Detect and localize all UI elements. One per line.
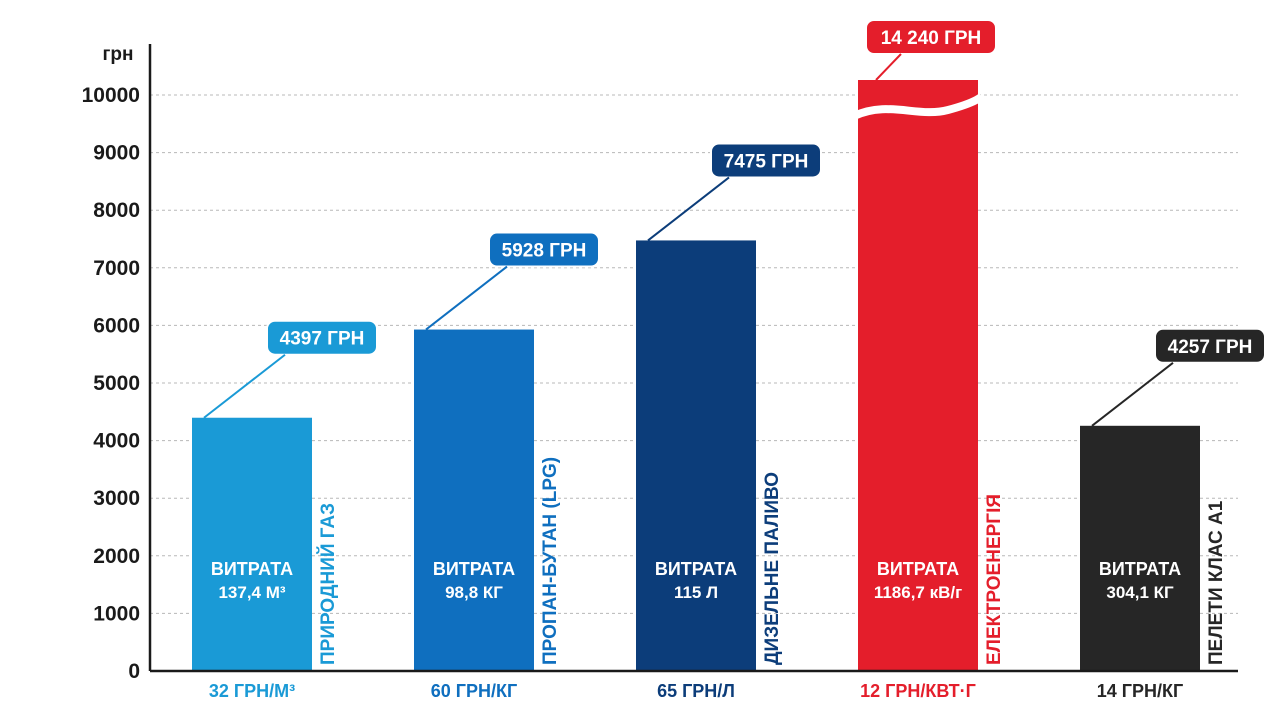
price-label: 60 ГРН/КГ — [431, 681, 517, 701]
y-tick-label: 4000 — [93, 430, 140, 453]
fuel-name-label: ДИЗЕЛЬНЕ ПАЛИВО — [762, 472, 783, 665]
fuel-name-label: ПЕЛЕТИ КЛАС А1 — [1206, 500, 1227, 665]
y-axis-label: грн — [103, 44, 134, 65]
fuel-name-label: ПРИРОДНИЙ ГАЗ — [317, 503, 339, 665]
value-label: 5928 ГРН — [502, 241, 587, 262]
price-label: 65 ГРН/Л — [657, 681, 735, 701]
consumption-value: 137,4 М³ — [218, 583, 285, 602]
callout-leader-line — [203, 353, 286, 419]
consumption-value: 98,8 КГ — [445, 583, 503, 602]
callout-leader-line — [1091, 362, 1174, 427]
y-tick-label: 2000 — [93, 545, 140, 568]
bar — [414, 329, 534, 671]
price-label: 14 ГРН/КГ — [1097, 681, 1183, 701]
consumption-heading: ВИТРАТА — [877, 559, 959, 579]
value-label: 14 240 ГРН — [881, 28, 982, 49]
value-callout-box — [488, 231, 600, 268]
y-tick-label: 3000 — [93, 487, 140, 510]
value-callout-box — [1154, 327, 1266, 364]
consumption-value: 115 Л — [674, 583, 718, 602]
y-tick-label: 10000 — [82, 84, 140, 107]
y-tick-label: 5000 — [93, 372, 140, 395]
bars: ВИТРАТА 137,4 М³ ПРИРОДНИЙ ГАЗ 32 ГРН/М³ 439… — [192, 19, 1266, 701]
callout-leader-line — [425, 265, 508, 331]
y-tick-label: 7000 — [93, 257, 140, 280]
bar — [858, 80, 978, 671]
axis-break-wave — [852, 93, 986, 120]
value-callout-box — [865, 19, 997, 55]
price-label: 12 ГРН/КВТ·Г — [860, 681, 976, 701]
consumption-heading: ВИТРАТА — [655, 559, 737, 579]
y-tick-label: 9000 — [93, 142, 140, 165]
callout-leader-line — [875, 53, 902, 81]
y-tick-label: 1000 — [93, 602, 140, 625]
y-axis: 0 1000 2000 3000 4000 5000 6000 7000 8000 9000 100… — [82, 44, 152, 683]
price-label: 32 ГРН/М³ — [209, 681, 295, 701]
value-label: 4397 ГРН — [280, 329, 365, 350]
y-tick-label: 8000 — [93, 199, 140, 222]
gridlines — [150, 94, 1238, 614]
value-callout-box — [710, 142, 822, 179]
bar — [636, 240, 756, 671]
consumption-value: 1186,7 кВ/г — [874, 583, 962, 602]
fuel-name-label: ПРОПАН-БУТАН (LPG) — [540, 457, 561, 665]
callout-leader-line — [647, 176, 730, 242]
consumption-heading: ВИТРАТА — [211, 559, 293, 579]
consumption-heading: ВИТРАТА — [1099, 559, 1181, 579]
y-tick-label: 0 — [128, 660, 140, 683]
consumption-heading: ВИТРАТА — [433, 559, 515, 579]
value-label: 4257 ГРН — [1168, 337, 1253, 358]
bar — [192, 417, 312, 671]
value-label: 7475 ГРН — [724, 151, 809, 172]
y-tick-label: 6000 — [93, 314, 140, 337]
fuel-name-label: ЕЛЕКТРОЕНЕРГІЯ — [984, 494, 1005, 665]
bar — [1080, 425, 1200, 671]
value-callout-box — [266, 319, 378, 356]
consumption-value: 304,1 КГ — [1106, 583, 1174, 602]
